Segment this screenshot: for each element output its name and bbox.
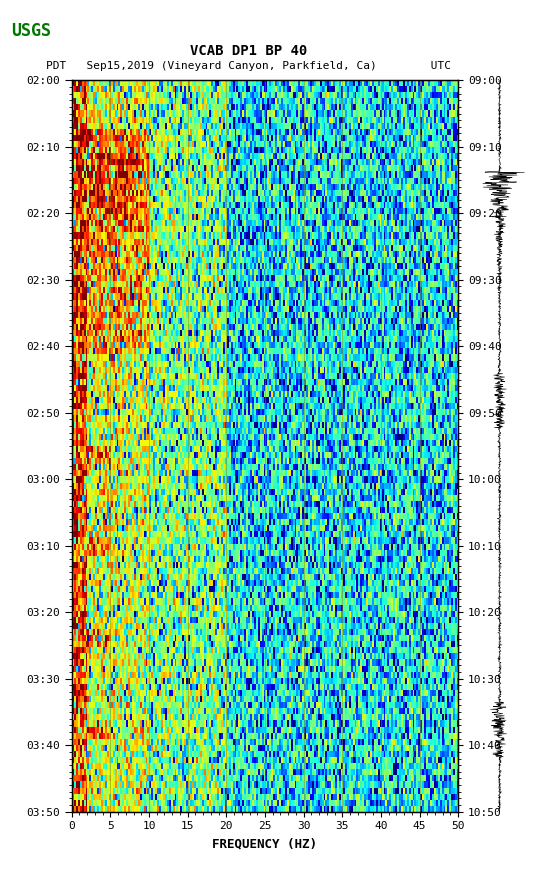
X-axis label: FREQUENCY (HZ): FREQUENCY (HZ): [213, 837, 317, 850]
Text: USGS: USGS: [11, 22, 51, 40]
Text: VCAB DP1 BP 40: VCAB DP1 BP 40: [190, 44, 307, 58]
Text: PDT   Sep15,2019 (Vineyard Canyon, Parkfield, Ca)        UTC: PDT Sep15,2019 (Vineyard Canyon, Parkfie…: [46, 62, 451, 71]
